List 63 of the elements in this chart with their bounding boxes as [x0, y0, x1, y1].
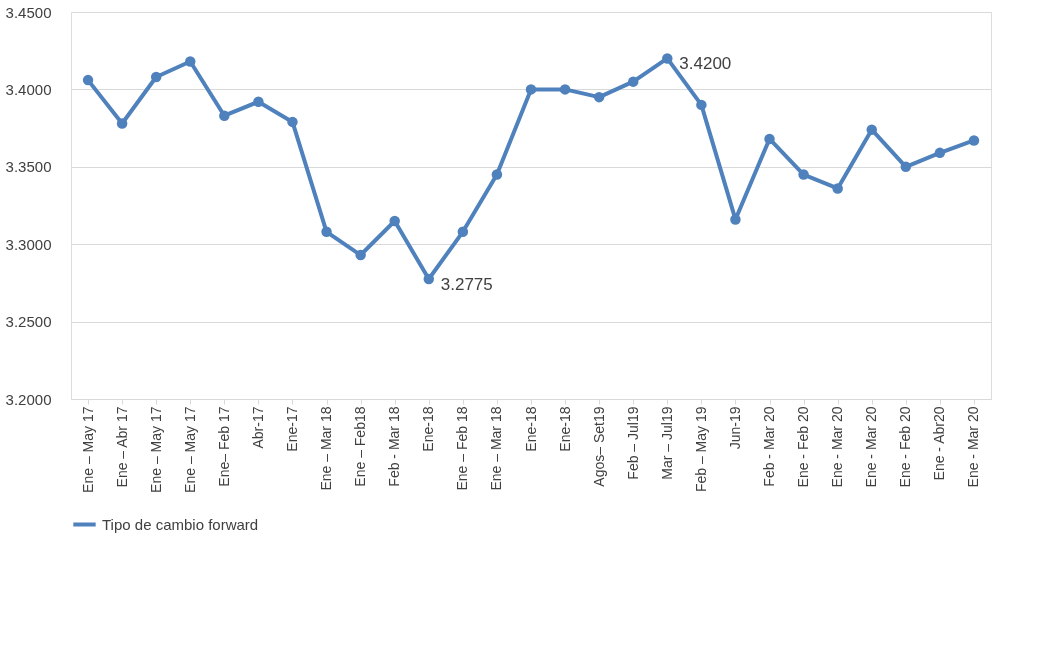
point: [559, 84, 571, 95]
x-tick-label: Ene - Mar 20: [829, 406, 846, 488]
x-tick-label: Ene – Feb18: [352, 406, 369, 487]
x-tick-label: Mar – Jul19: [658, 406, 675, 480]
point: [968, 135, 980, 146]
data-label: 3.2775: [440, 275, 493, 295]
legend-label: Tipo de cambio forward: [102, 515, 259, 533]
point: [423, 273, 435, 285]
point: [627, 76, 639, 87]
x-tick-label: Ene - Feb 20: [795, 406, 812, 488]
x-tick-label: Ene – May 17: [79, 406, 96, 493]
x-tick-label: Ene - Mar 20: [863, 406, 880, 488]
x-tick-label: Feb – Jul19: [624, 406, 641, 480]
x-tick-label: Ene – May 17: [181, 406, 198, 493]
x-tick-label: Ene - Abr20: [931, 406, 948, 481]
x-tick-label: Feb - Mar 20: [761, 406, 778, 487]
x-tick-label: Ene - Mar 20: [965, 406, 982, 488]
point: [934, 147, 946, 159]
point: [355, 249, 366, 261]
point: [730, 214, 741, 225]
y-tick-label: 3.4000: [5, 80, 52, 98]
point: [116, 118, 128, 129]
point: [287, 116, 298, 128]
point: [321, 226, 332, 238]
x-tick-label: Agos– Set19: [590, 406, 607, 487]
x-tick-label: Ene – Mar 18: [318, 406, 335, 491]
point: [457, 226, 469, 238]
y-tick-label: 3.2500: [5, 313, 52, 331]
y-tick-label: 3.4500: [5, 3, 52, 21]
x-tick-label: Jun-19: [726, 406, 743, 450]
x-tick-label: Ene - Feb 20: [897, 406, 914, 488]
x-tick-label: Ene – Mar 18: [488, 406, 505, 491]
x-tick-label: Ene – Feb 18: [454, 406, 471, 491]
point: [900, 161, 912, 173]
point: [764, 133, 775, 145]
point: [662, 53, 673, 64]
x-tick-label: Ene– Feb 17: [215, 406, 232, 487]
point: [82, 74, 94, 86]
x-tick-label: Feb - Mar 18: [386, 406, 403, 487]
x-tick-label: Ene – Abr 17: [113, 406, 130, 488]
point: [389, 215, 400, 227]
point: [185, 56, 196, 67]
y-tick-label: 3.2000: [5, 390, 52, 408]
point: [253, 96, 264, 108]
x-tick-label: Ene-18: [522, 406, 539, 452]
point: [593, 91, 605, 103]
x-tick-label: Ene-18: [420, 406, 437, 452]
y-tick-label: 3.3500: [5, 158, 52, 176]
point: [491, 169, 503, 180]
x-tick-label: Ene-18: [556, 406, 573, 452]
point: [525, 84, 537, 95]
data-label: 3.4200: [679, 54, 732, 74]
point: [832, 183, 843, 194]
y-tick-label: 3.3000: [5, 235, 52, 253]
x-tick-label: Ene – May 17: [147, 406, 164, 493]
x-tick-label: Feb – May 19: [692, 406, 709, 493]
x-tick-label: Ene-17: [283, 406, 300, 452]
point: [150, 71, 162, 83]
point: [798, 169, 809, 180]
x-tick-label: Abr-17: [249, 406, 266, 449]
point: [866, 124, 877, 135]
point: [696, 99, 707, 111]
point: [219, 110, 230, 121]
